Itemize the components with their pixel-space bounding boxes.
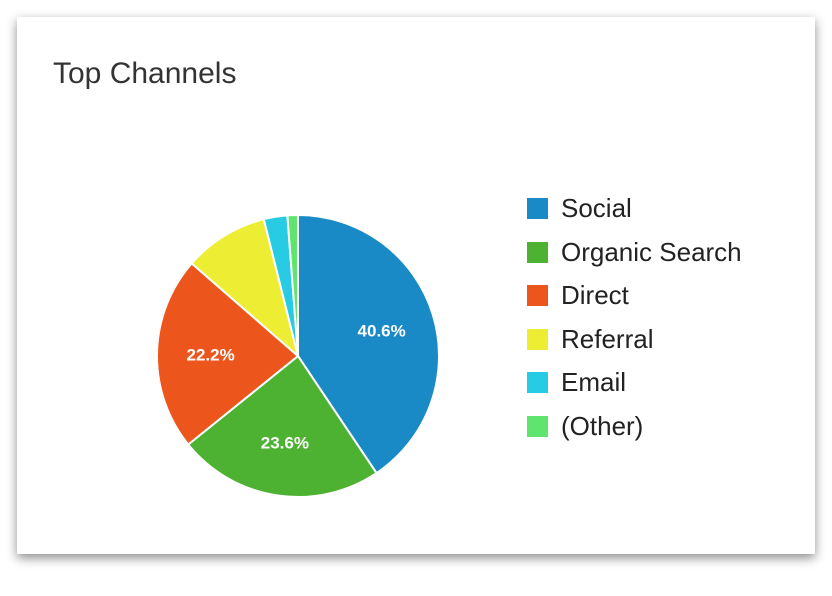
legend-swatch	[527, 415, 548, 437]
pie-slice-direct[interactable]	[156, 262, 300, 446]
data-label: 23.6%	[261, 433, 309, 452]
data-label: 40.6%	[358, 322, 406, 341]
data-label: 22.2%	[186, 345, 234, 364]
pie-slice-social[interactable]	[297, 213, 440, 475]
legend-label: Social	[561, 193, 632, 224]
legend-label: Organic Search	[561, 236, 742, 267]
legend-label: Direct	[561, 280, 629, 311]
chart-card: Top Channels 40.6% 23.6% 22.2% Social Organ…	[17, 17, 815, 554]
legend-swatch	[527, 328, 548, 350]
legend-label: (Other)	[561, 410, 644, 441]
legend-swatch	[527, 372, 548, 394]
legend: Social Organic Search Direct Referral Email (…	[527, 187, 742, 448]
pie-slice-organic-search[interactable]	[186, 354, 378, 498]
chart-title: Top Channels	[53, 57, 237, 90]
pie-slice-other[interactable]	[286, 213, 299, 357]
legend-swatch	[527, 198, 548, 220]
legend-item[interactable]: Social	[527, 187, 742, 231]
legend-item[interactable]: Referral	[527, 318, 742, 362]
legend-swatch	[527, 285, 548, 307]
legend-item[interactable]: Email	[527, 361, 742, 405]
legend-label: Referral	[561, 323, 654, 354]
legend-item[interactable]: Organic Search	[527, 231, 742, 275]
pie-chart: 40.6% 23.6% 22.2%	[156, 213, 440, 498]
legend-item[interactable]: (Other)	[527, 405, 742, 449]
legend-swatch	[527, 241, 548, 263]
legend-label: Email	[561, 367, 627, 398]
legend-item[interactable]: Direct	[527, 274, 742, 318]
